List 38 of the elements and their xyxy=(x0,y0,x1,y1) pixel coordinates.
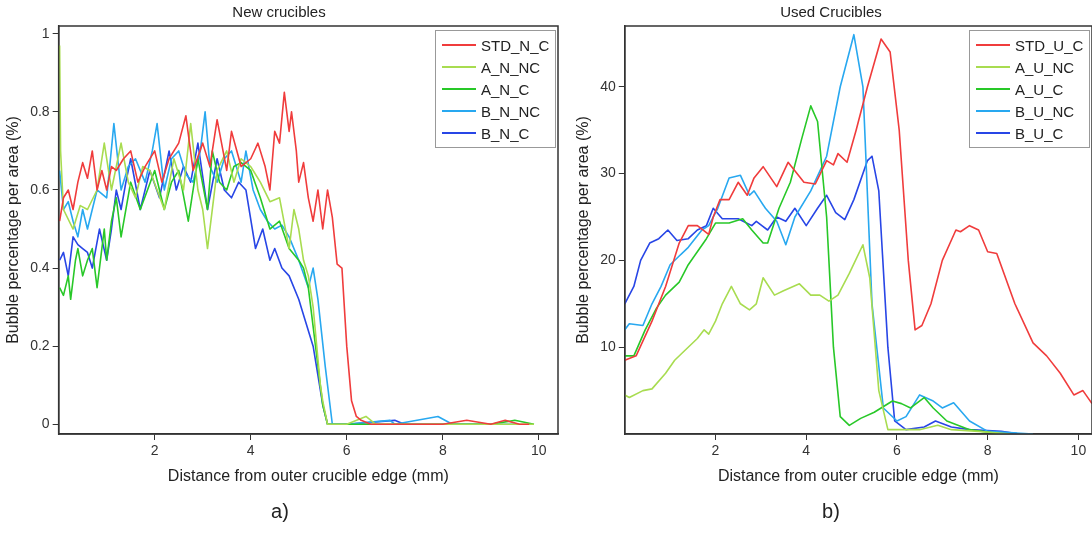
text: b) xyxy=(821,500,841,523)
legend-label: A_N_NC xyxy=(481,58,541,76)
legend-label: B_U_NC xyxy=(1015,102,1075,120)
x-tick-label: 10 xyxy=(1070,442,1087,459)
y-tick-label: 0.8 xyxy=(30,102,50,119)
legend-label: A_N_C xyxy=(481,80,530,98)
y-tick-label: 20 xyxy=(600,251,616,268)
x-tick-label: 6 xyxy=(893,442,902,459)
y-tick-label: 1 xyxy=(41,24,50,41)
y-axis-title: Bubble percentage per area (%) xyxy=(4,116,22,344)
legend-label: A_U_NC xyxy=(1015,58,1075,76)
text: a) xyxy=(270,500,290,523)
x-tick-label: 10 xyxy=(531,442,547,459)
y-axis-title: Bubble percentage per area (%) xyxy=(574,116,592,344)
x-tick-label: 4 xyxy=(246,442,255,459)
y-tick-label: 0.2 xyxy=(30,337,50,354)
y-tick-label: 30 xyxy=(600,164,616,181)
y-tick-label: 0 xyxy=(41,415,50,432)
x-tick-label: 6 xyxy=(342,442,351,459)
legend-label: B_U_C xyxy=(1015,124,1064,142)
legend-label: B_N_C xyxy=(481,124,530,142)
legend-label: B_N_NC xyxy=(481,102,541,120)
x-tick-label: 2 xyxy=(711,442,720,459)
y-tick-label: 10 xyxy=(600,338,616,355)
x-axis-title: Distance from outer crucible edge (mm) xyxy=(717,466,999,484)
x-axis-title: Distance from outer crucible edge (mm) xyxy=(167,466,449,484)
x-tick-label: 8 xyxy=(438,442,447,459)
chart-title: Used Crucibles xyxy=(780,3,882,21)
legend-label: STD_U_C xyxy=(1015,36,1084,54)
x-tick-label: 8 xyxy=(983,442,992,459)
x-tick-label: 4 xyxy=(802,442,811,459)
legend-label: A_U_C xyxy=(1015,80,1064,98)
chart-title: New crucibles xyxy=(232,3,326,21)
y-tick-label: 40 xyxy=(600,77,616,94)
y-tick-label: 0.6 xyxy=(30,180,50,197)
y-tick-label: 0.4 xyxy=(30,258,50,275)
x-tick-label: 2 xyxy=(150,442,159,459)
legend-label: STD_N_C xyxy=(481,36,550,54)
